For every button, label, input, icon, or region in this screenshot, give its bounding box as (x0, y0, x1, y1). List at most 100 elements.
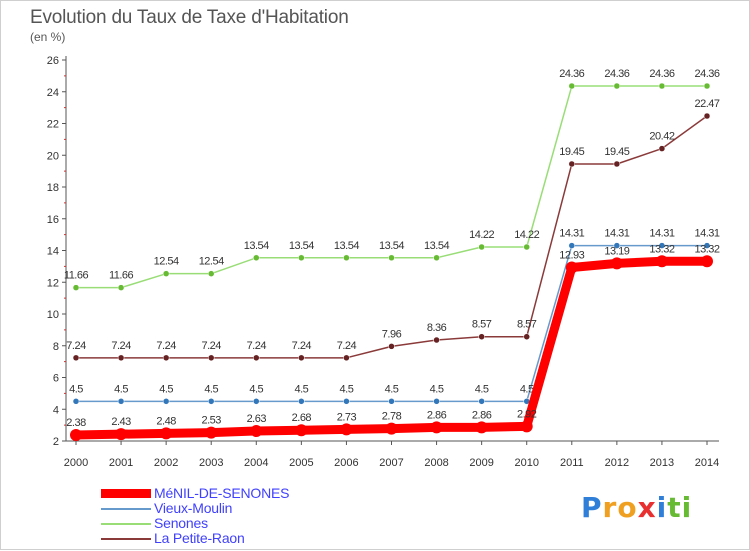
data-label: 14.31 (559, 228, 584, 240)
data-label: 13.54 (424, 240, 449, 252)
data-label: 8.36 (427, 322, 447, 334)
x-tick-label: 2004 (244, 457, 268, 469)
chart-title: Evolution du Taux de Taxe d'Habitation (30, 7, 349, 28)
legend-label: Senones (154, 515, 208, 531)
y-tick-label: 6 (53, 373, 59, 385)
data-label: 7.24 (66, 340, 86, 352)
data-label: 2.92 (517, 408, 537, 420)
data-label: 2.86 (472, 409, 492, 421)
data-point (115, 428, 128, 441)
legend-item: MéNIL-DE-SENONES (101, 485, 401, 501)
data-point (162, 270, 170, 277)
data-label: 4.5 (430, 383, 444, 395)
data-point (475, 421, 488, 434)
data-label: 13.32 (694, 243, 719, 255)
x-tick-label: 2008 (424, 457, 448, 469)
logo-letter: o (617, 491, 638, 524)
legend-swatch (101, 508, 151, 510)
data-label: 24.36 (694, 68, 719, 80)
data-point (72, 284, 80, 291)
data-point (703, 242, 711, 249)
x-tick-label: 2003 (199, 457, 223, 469)
data-point (295, 424, 308, 437)
data-point (701, 255, 713, 268)
x-tick-label: 2012 (605, 457, 629, 469)
logo-letter: r (602, 491, 618, 524)
data-label: 12.93 (559, 249, 584, 261)
data-label: 7.24 (292, 340, 312, 352)
y-unit-label: (en %) (30, 30, 66, 44)
data-point (568, 242, 576, 249)
legend-label: Vieux-Moulin (154, 500, 233, 516)
data-label: 24.36 (559, 68, 584, 80)
data-point (340, 423, 353, 436)
data-label: 7.24 (202, 340, 222, 352)
data-point (207, 354, 215, 362)
y-tick-label: 4 (53, 404, 59, 416)
data-label: 7.24 (111, 340, 131, 352)
x-tick-label: 2014 (695, 457, 719, 469)
legend-label: La Petite-Raon (154, 530, 245, 546)
data-label: 2.48 (156, 415, 176, 427)
data-label: 4.5 (69, 383, 83, 395)
data-label: 14.31 (649, 228, 674, 240)
data-label: 7.24 (337, 340, 357, 352)
data-point (388, 398, 395, 405)
data-label: 13.32 (649, 243, 674, 255)
data-point (388, 254, 395, 262)
legend-label: MéNIL-DE-SENONES (154, 485, 290, 501)
x-tick-label: 2000 (64, 457, 88, 469)
data-label: 2.86 (427, 409, 447, 421)
data-label: 22.47 (694, 98, 719, 110)
data-label: 4.5 (475, 383, 489, 395)
data-point (613, 160, 621, 168)
data-label: 2.43 (111, 416, 131, 428)
data-point (253, 354, 260, 362)
logo-letter: x (637, 491, 657, 524)
logo-letter: i (681, 491, 693, 524)
data-point (658, 82, 666, 90)
x-tick-label: 2002 (154, 457, 178, 469)
data-point (388, 343, 395, 350)
x-tick-label: 2013 (650, 457, 674, 469)
x-tick-label: 2001 (109, 457, 133, 469)
data-point (343, 254, 350, 262)
legend-item: La Petite-Raon (101, 530, 401, 546)
data-label: 4.5 (520, 383, 534, 395)
data-label: 14.31 (694, 228, 719, 240)
data-label: 4.5 (249, 383, 263, 395)
data-point (385, 422, 398, 435)
data-point (703, 82, 711, 90)
data-point (253, 254, 260, 262)
data-point (433, 336, 440, 344)
data-point (117, 398, 125, 405)
data-label: 12.54 (154, 256, 179, 268)
data-point (205, 426, 218, 439)
data-point (298, 354, 305, 362)
data-point (72, 354, 80, 362)
data-point (207, 398, 215, 405)
data-label: 4.5 (294, 383, 308, 395)
data-label: 8.57 (472, 319, 492, 331)
data-point (207, 270, 215, 277)
legend-item: Senones (101, 515, 401, 531)
data-point (613, 242, 621, 249)
data-point (478, 398, 485, 405)
y-tick-label: 20 (47, 150, 59, 162)
data-label: 2.38 (66, 417, 86, 429)
data-label: 13.54 (289, 240, 314, 252)
data-point (70, 428, 82, 441)
x-tick-label: 2009 (469, 457, 493, 469)
data-point (162, 354, 170, 362)
y-tick-label: 18 (47, 182, 59, 194)
data-point (162, 398, 170, 405)
data-label: 13.54 (244, 240, 269, 252)
data-point (343, 398, 350, 405)
data-point (478, 333, 485, 340)
data-label: 24.36 (649, 68, 674, 80)
data-label: 2.63 (247, 413, 267, 425)
legend-item: Vieux-Moulin (101, 500, 401, 516)
y-tick-label: 8 (53, 341, 59, 353)
